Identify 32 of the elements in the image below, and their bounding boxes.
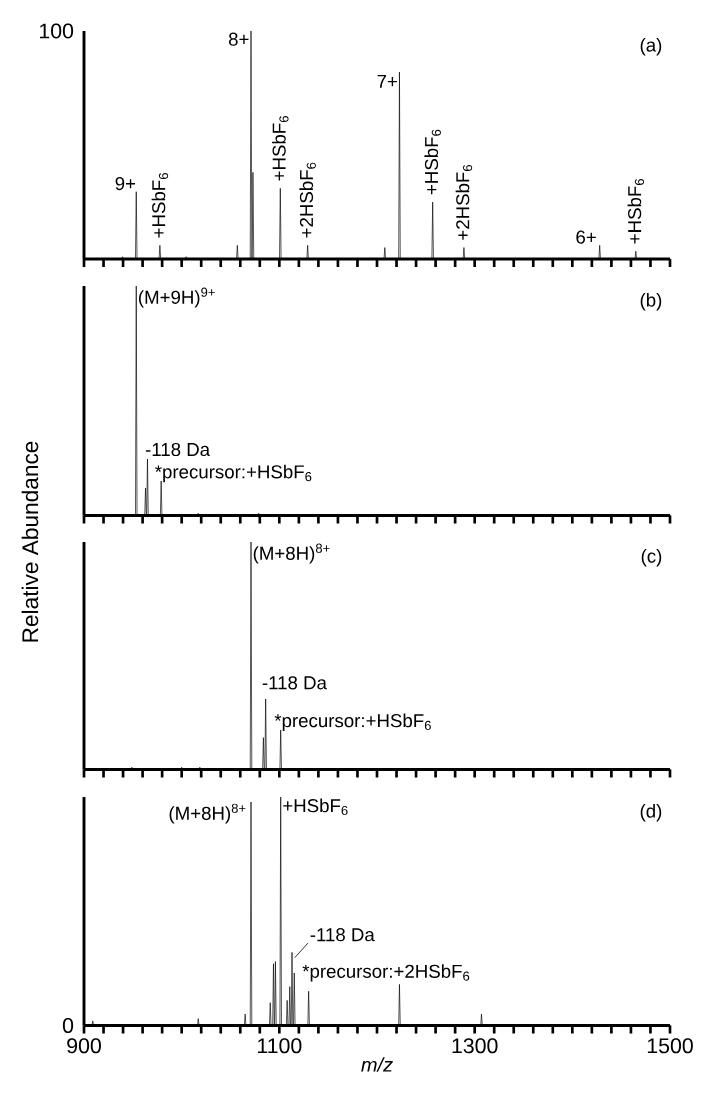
annotation: (b) [640, 293, 662, 311]
annotation: 7+ [377, 74, 397, 88]
annotation: +2HSbF$_{6}$ [455, 164, 473, 240]
annotation: 6+ [576, 230, 596, 244]
annotation: +HSbF$_{6}$ [627, 179, 645, 244]
annotation: (M+9H)$^{9+}$ [139, 287, 215, 308]
annotation: -118 Da [310, 928, 375, 942]
annotation: *precursor:+HSbF$_{6}$ [274, 713, 431, 731]
annotation: (d) [640, 803, 662, 822]
annotation: (a) [640, 37, 662, 56]
annotation: +HSbF$_{6}$ [424, 129, 441, 195]
annotation: (c) [641, 548, 662, 567]
annotation: +2HSbF$_{6}$ [299, 162, 316, 238]
annotation: *precursor:+HSbF$_{6}$ [155, 464, 312, 483]
annotation: -118 Da [262, 676, 327, 690]
text: 0 [62, 1017, 74, 1034]
annotation: +HSbF$_{6}$ [151, 173, 169, 238]
annotation: +HSbF$_{6}$ [283, 798, 348, 816]
y-axis-title: Relative Abundance [21, 441, 39, 642]
x-axis-title: m/z [361, 1057, 393, 1072]
annotation: 8+ [228, 32, 249, 46]
annotation: (M+8H)$^{8+}$ [253, 543, 330, 564]
annotation: 9+ [115, 176, 136, 191]
x-tick-label: 1300 [452, 1038, 498, 1054]
annotation: -118 Da [145, 442, 211, 457]
x-tick-label: 1500 [647, 1038, 693, 1054]
x-tick-label: 1100 [258, 1038, 302, 1054]
annotation: +HSbF$_{6}$ [272, 116, 289, 181]
annotation: *precursor:+2HSbF$_{6}$ [302, 964, 470, 982]
annotation: (M+8H)$^{8+}$ [169, 803, 246, 824]
x-tick-label: 900 [67, 1038, 101, 1054]
text: 100 [39, 23, 74, 39]
